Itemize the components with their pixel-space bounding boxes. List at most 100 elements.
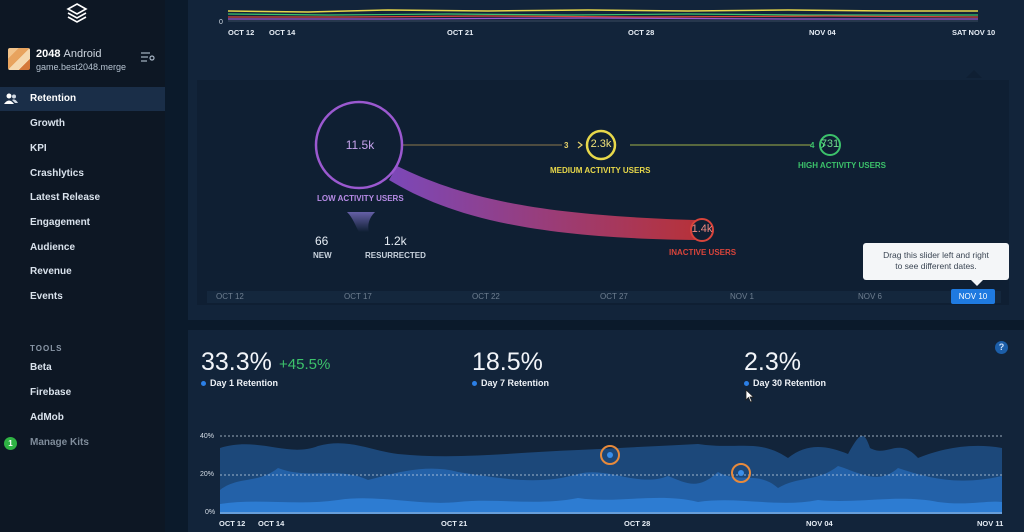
sidebar-item-label: Retention (30, 93, 77, 104)
day30-retention-value: 2.3% (744, 348, 801, 376)
activity-panel: 0 OCT 12 OCT 14 OCT 21 OCT 28 NOV 04 SAT… (188, 0, 1024, 320)
help-icon[interactable]: ? (995, 341, 1008, 354)
list-filter-icon[interactable] (141, 51, 155, 63)
slider-date-label: OCT 27 (600, 292, 628, 301)
low-activity-label: LOW ACTIVITY USERS (317, 194, 404, 203)
sidebar-item-label: Firebase (30, 387, 72, 398)
day7-retention-label[interactable]: Day 7 Retention (472, 378, 549, 388)
app-package: game.best2048.merge (36, 62, 127, 72)
resurrected-label: RESURRECTED (365, 251, 426, 260)
sidebar-item-growth[interactable]: Growth (0, 112, 165, 136)
activity-trend-chart: 0 (219, 9, 982, 78)
sidebar-item-retention[interactable]: Retention (0, 87, 165, 111)
notification-badge: 1 (4, 437, 17, 450)
trend-line-green (227, 13, 978, 16)
app-name: 2048 Android (36, 48, 102, 60)
slider-date-label: OCT 12 (216, 292, 244, 301)
slider-date-label: OCT 17 (344, 292, 372, 301)
high-activity-label: HIGH ACTIVITY USERS (798, 161, 887, 170)
medium-activity-label: MEDIUM ACTIVITY USERS (550, 166, 651, 175)
sidebar-item-events[interactable]: Events (0, 285, 165, 309)
slider-tooltip: Drag this slider left and right to see d… (863, 243, 1009, 286)
x-tick-label: NOV 11 (977, 519, 1004, 528)
medium-activity-node[interactable] (585, 129, 617, 161)
step-number: 4 (810, 141, 815, 150)
user-flow-diagram: 11.5k LOW ACTIVITY USERS 3 2.3k MEDIUM A… (197, 80, 1009, 305)
date-slider-handle[interactable]: NOV 10 (951, 289, 995, 304)
sidebar-item-label: Beta (30, 362, 52, 373)
slider-date-label: NOV 1 (730, 292, 755, 301)
stack-logo-icon[interactable] (66, 2, 88, 24)
sidebar-item-label: Manage Kits (30, 437, 89, 448)
app-icon (8, 48, 30, 70)
sidebar-item-admob[interactable]: AdMob (0, 406, 165, 430)
day30-marker[interactable] (731, 463, 751, 483)
x-tick-label: NOV 04 (809, 28, 836, 37)
sidebar-item-label: Audience (30, 242, 76, 253)
trend-line-yellow (227, 9, 978, 13)
day7-retention-value: 18.5% (472, 348, 543, 376)
step-number: 3 (564, 141, 569, 150)
high-activity-value: 731 (820, 138, 840, 150)
y-tick-label: 20% (200, 471, 215, 478)
date-slider-track[interactable] (207, 291, 1001, 303)
sidebar-item-label: Growth (30, 118, 65, 129)
x-tick-label: OCT 28 (628, 28, 655, 37)
sidebar-item-latest-release[interactable]: Latest Release (0, 186, 165, 210)
tools-heading: TOOLS (30, 344, 63, 353)
sidebar: 2048 Android game.best2048.merge Retenti… (0, 0, 165, 532)
x-tick-label: OCT 14 (258, 519, 285, 528)
day30-retention-label[interactable]: Day 30 Retention (744, 378, 826, 388)
inactive-label: INACTIVE USERS (669, 248, 737, 257)
sidebar-item-kpi[interactable]: KPI (0, 137, 165, 161)
sidebar-item-label: AdMob (30, 412, 64, 423)
new-users-value: 66 (315, 234, 329, 248)
day7-marker[interactable] (600, 445, 620, 465)
trend-line-purple (228, 17, 978, 20)
day1-retention-label[interactable]: Day 1 Retention (201, 378, 278, 388)
new-users-label: NEW (313, 251, 332, 260)
flow-graphic (314, 100, 841, 242)
high-activity-node[interactable] (819, 134, 841, 156)
sidebar-item-firebase[interactable]: Firebase (0, 381, 165, 405)
sidebar-item-manage-kits[interactable]: 1 Manage Kits (0, 431, 165, 455)
inactive-node[interactable] (690, 218, 714, 242)
inactive-value: 1.4k (691, 223, 713, 235)
low-activity-value: 11.5k (345, 138, 375, 152)
sidebar-item-engagement[interactable]: Engagement (0, 211, 165, 235)
low-activity-node[interactable] (314, 100, 404, 190)
sidebar-item-label: Events (30, 291, 63, 302)
sidebar-item-beta[interactable]: Beta (0, 356, 165, 380)
users-icon (4, 93, 18, 104)
resurrected-value: 1.2k (384, 234, 407, 248)
y-tick-label: 0% (205, 509, 216, 516)
day30-area (220, 497, 1002, 514)
x-tick-label: OCT 21 (441, 519, 468, 528)
x-tick-label: OCT 14 (269, 28, 296, 37)
sidebar-item-label: Engagement (30, 217, 91, 228)
sidebar-item-label: Revenue (30, 266, 72, 277)
x-tick-label: OCT 12 (219, 519, 246, 528)
flow-band (389, 166, 695, 240)
slider-date-label: NOV 6 (858, 292, 883, 301)
sidebar-item-crashlytics[interactable]: Crashlytics (0, 162, 165, 186)
sidebar-item-label: KPI (30, 143, 47, 154)
trend-line-red (228, 15, 979, 18)
x-tick-label: NOV 04 (806, 519, 833, 528)
app-selector[interactable]: 2048 Android game.best2048.merge (8, 46, 158, 76)
y-tick-label: 0 (219, 19, 223, 26)
x-tick-label: SAT NOV 10 (952, 28, 996, 37)
tooltip-text: Drag this slider left and right (883, 250, 989, 260)
tooltip-text: to see different dates. (895, 261, 977, 271)
medium-activity-value: 2.3k (590, 138, 612, 150)
x-tick-label: OCT 21 (447, 28, 474, 37)
sidebar-item-label: Crashlytics (30, 168, 84, 179)
y-tick-label: 40% (200, 433, 215, 440)
sidebar-item-label: Latest Release (30, 192, 101, 203)
retention-trend-chart (220, 435, 1002, 514)
day1-retention-value: 33.3% (201, 348, 272, 376)
sidebar-item-audience[interactable]: Audience (0, 236, 165, 260)
sidebar-item-revenue[interactable]: Revenue (0, 260, 165, 284)
slider-date-label: OCT 22 (472, 292, 500, 301)
day1-retention-delta: +45.5% (279, 356, 331, 373)
